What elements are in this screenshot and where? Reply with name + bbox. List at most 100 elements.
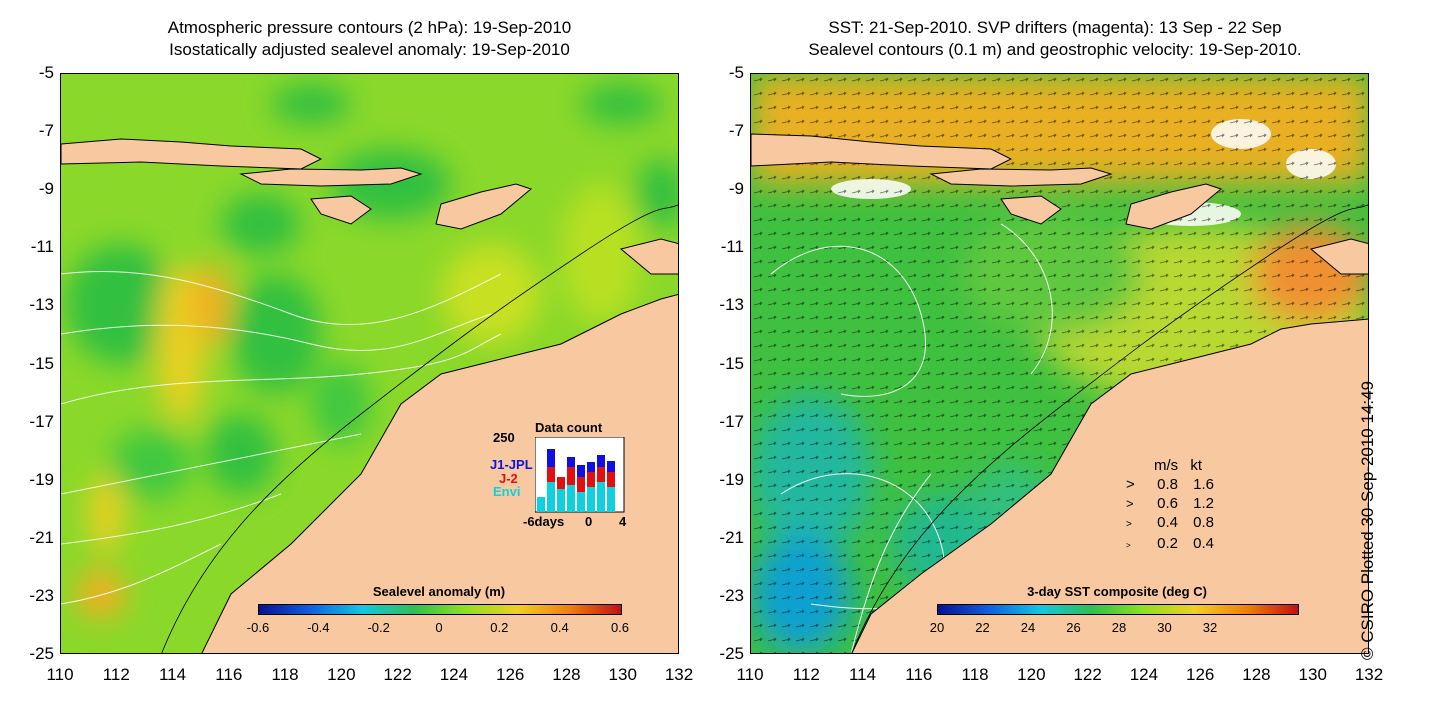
sst-colorbar-title: 3-day SST composite (deg C) xyxy=(1027,584,1207,599)
arrow-icon: > xyxy=(1126,519,1132,530)
sealevel-anomaly-map xyxy=(60,73,679,654)
longitude-tick-label: 110 xyxy=(46,665,74,684)
longitude-tick-label: 124 xyxy=(439,665,469,684)
latitude-tick-label: -15 xyxy=(29,353,54,373)
colorbar-tick-label: 24 xyxy=(1020,620,1036,635)
sla-colorbar xyxy=(258,604,622,615)
latitude-tick-label: -17 xyxy=(719,411,744,431)
longitude-tick-label: 114 xyxy=(848,665,877,684)
latitude-tick-label: -9 xyxy=(38,179,54,199)
velocity-legend-row: >0.2 0.4 xyxy=(1126,534,1236,555)
latitude-tick-label: -15 xyxy=(719,353,744,373)
data-count-xtick-end: 4 xyxy=(619,514,627,529)
longitude-tick-label: 130 xyxy=(1298,665,1327,684)
sla-colorbar-title: Sealevel anomaly (m) xyxy=(372,584,506,599)
velocity-kt: 1.2 xyxy=(1193,495,1214,512)
longitude-tick-label: 126 xyxy=(495,665,525,684)
longitude-tick-label: 120 xyxy=(1017,665,1046,684)
longitude-tick-label: 116 xyxy=(905,665,933,684)
legend-j2: J-2 xyxy=(499,471,518,486)
velocity-legend-row: >0.4 0.8 xyxy=(1126,513,1236,534)
longitude-tick-label: 112 xyxy=(792,665,820,684)
velocity-legend-row: >0.8 1.6 xyxy=(1126,475,1236,494)
colorbar-tick-label: 32 xyxy=(1202,620,1218,635)
data-count-xtick-start: -6days xyxy=(523,514,565,529)
velocity-legend-ms-header: m/s xyxy=(1154,457,1179,474)
longitude-tick-label: 130 xyxy=(608,665,637,684)
latitude-tick-label: -5 xyxy=(728,63,744,82)
latitude-tick-label: -7 xyxy=(728,121,744,141)
latitude-tick-label: -5 xyxy=(38,63,54,82)
velocity-legend: m/s kt >0.8 1.6 >0.6 1.2 >0.4 0.8 >0.2 0.4 xyxy=(1126,456,1236,555)
longitude-tick-label: 118 xyxy=(271,665,299,684)
left-title: Atmospheric pressure contours (2 hPa): 1… xyxy=(60,17,679,61)
longitude-tick-label: 110 xyxy=(736,665,764,684)
longitude-tick-label: 126 xyxy=(1185,665,1215,684)
data-count-bars xyxy=(535,437,625,513)
legend-j1-jpl: J1-JPL xyxy=(490,457,533,472)
latitude-tick-label: -9 xyxy=(728,179,744,199)
latitude-tick-label: -23 xyxy=(29,585,54,605)
colorbar-tick-label: 0.2 xyxy=(490,620,509,635)
colorbar-tick-label: 30 xyxy=(1157,620,1172,635)
right-title-line1: SST: 21-Sep-2010. SVP drifters (magenta)… xyxy=(828,18,1282,37)
colorbar-tick-label: -0.6 xyxy=(246,620,270,635)
velocity-ms: 0.8 xyxy=(1157,476,1178,493)
latitude-tick-label: -11 xyxy=(720,237,744,257)
latitude-tick-label: -21 xyxy=(29,527,54,547)
latitude-tick-label: -19 xyxy=(719,469,744,489)
velocity-kt: 0.8 xyxy=(1193,514,1214,531)
data-count-inset: Data count 250 J1-JPL J-2 Envi -6days 0 … xyxy=(490,420,633,530)
velocity-ms: 0.4 xyxy=(1157,514,1178,531)
sst-velocity-map xyxy=(750,73,1369,654)
arrow-icon: > xyxy=(1126,496,1134,511)
sst-colorbar xyxy=(937,604,1299,615)
latitude-tick-label: -23 xyxy=(719,585,744,605)
longitude-tick-label: 132 xyxy=(664,665,694,684)
right-title: SST: 21-Sep-2010. SVP drifters (magenta)… xyxy=(730,17,1380,61)
legend-envi: Envi xyxy=(493,484,521,499)
data-count-xtick-zero: 0 xyxy=(585,514,593,529)
data-count-title: Data count xyxy=(535,420,603,435)
longitude-tick-label: 128 xyxy=(552,665,581,684)
colorbar-tick-label: -0.2 xyxy=(367,620,390,635)
latitude-tick-label: -11 xyxy=(30,237,54,257)
latitude-tick-label: -25 xyxy=(29,644,54,663)
longitude-tick-label: 114 xyxy=(158,665,187,684)
right-title-line2: Sealevel contours (0.1 m) and geostrophi… xyxy=(808,40,1302,59)
longitude-tick-label: 118 xyxy=(961,665,989,684)
velocity-kt: 1.6 xyxy=(1193,476,1214,493)
latitude-tick-label: -19 xyxy=(29,469,54,489)
colorbar-tick-label: 28 xyxy=(1111,620,1127,635)
colorbar-tick-label: 0.4 xyxy=(550,620,569,635)
longitude-tick-label: 116 xyxy=(215,665,243,684)
velocity-ms: 0.6 xyxy=(1157,495,1178,512)
longitude-tick-label: 124 xyxy=(1129,665,1159,684)
longitude-tick-label: 132 xyxy=(1354,665,1384,684)
latitude-tick-label: -13 xyxy=(719,295,744,315)
longitude-tick-label: 122 xyxy=(383,665,412,684)
longitude-tick-label: 112 xyxy=(102,665,130,684)
left-title-line1: Atmospheric pressure contours (2 hPa): 1… xyxy=(167,18,572,37)
velocity-ms: 0.2 xyxy=(1157,535,1178,552)
left-title-line2: Isostatically adjusted sealevel anomaly:… xyxy=(169,40,570,59)
latitude-tick-label: -25 xyxy=(719,644,744,663)
latitude-tick-label: -13 xyxy=(29,295,54,315)
velocity-legend-kt-header: kt xyxy=(1190,457,1203,474)
data-count-ymax: 250 xyxy=(493,430,515,445)
longitude-tick-label: 128 xyxy=(1242,665,1271,684)
latitude-tick-label: -21 xyxy=(719,527,744,547)
velocity-kt: 0.4 xyxy=(1193,535,1214,552)
plot-credit: © CSIRO Plotted 30-Sep-2010 14:49 xyxy=(1358,380,1377,660)
longitude-tick-label: 120 xyxy=(327,665,356,684)
colorbar-tick-label: -0.4 xyxy=(307,620,330,635)
latitude-tick-label: -7 xyxy=(38,121,54,141)
colorbar-tick-label: 22 xyxy=(975,620,990,635)
arrow-icon: > xyxy=(1126,476,1135,493)
velocity-legend-row: >0.6 1.2 xyxy=(1126,494,1236,513)
colorbar-tick-label: 26 xyxy=(1066,620,1081,635)
colorbar-tick-label: 20 xyxy=(929,620,945,635)
colorbar-tick-label: 0 xyxy=(435,620,443,635)
longitude-tick-label: 122 xyxy=(1073,665,1102,684)
latitude-tick-label: -17 xyxy=(29,411,54,431)
